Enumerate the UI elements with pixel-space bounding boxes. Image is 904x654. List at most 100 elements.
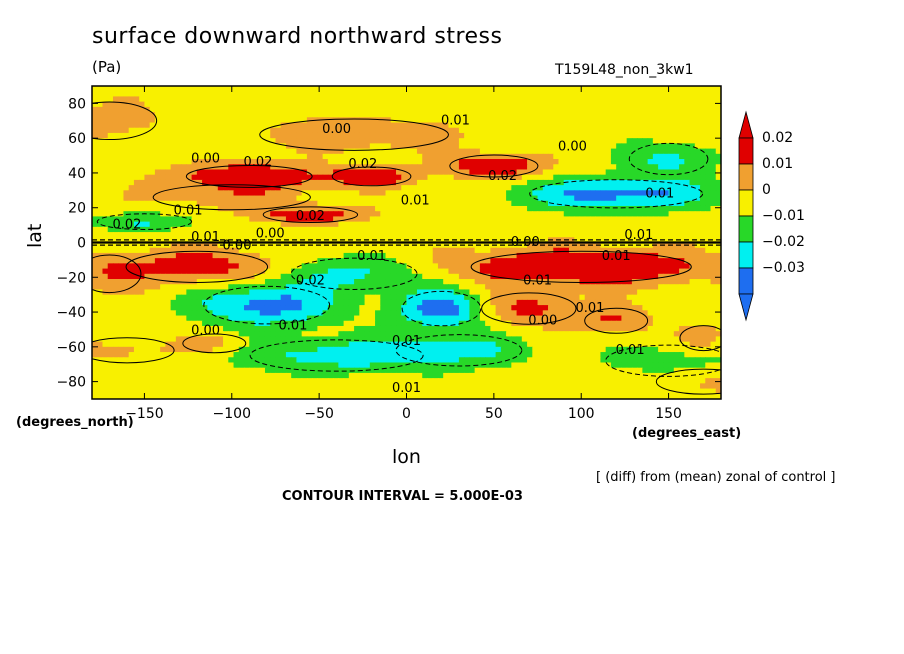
field-cell [443,294,450,301]
field-cell [390,258,397,264]
field-cell [626,205,633,212]
field-cell [485,148,491,155]
field-cell [270,164,277,171]
field-cell [280,153,287,160]
field-cell [684,101,691,108]
field-cell [458,174,465,181]
field-cell [621,112,628,118]
field-cell [469,117,476,124]
field-cell [448,138,455,144]
field-cell [422,195,429,202]
field-cell [652,252,659,259]
field-cell [684,263,691,270]
field-cell [228,86,235,92]
field-cell [92,232,98,238]
field-cell [542,237,549,244]
field-cell [317,221,324,228]
field-cell [322,106,329,113]
field-cell [102,299,109,306]
field-cell [348,96,355,103]
field-cell [437,247,444,254]
field-cell [563,174,570,181]
field-cell [369,169,376,176]
field-cell [437,195,444,202]
field-cell [642,117,649,124]
field-cell [354,294,360,301]
field-cell [112,86,119,92]
field-cell [133,101,140,108]
field-cell [301,226,308,233]
field-cell [359,268,366,275]
field-cell [574,200,581,207]
field-cell [453,138,460,144]
field-cell [160,148,166,155]
field-cell [359,143,366,150]
field-cell [427,247,434,254]
field-cell [233,247,240,254]
field-cell [631,96,638,103]
field-cell [369,226,376,233]
field-cell [432,86,439,92]
field-cell [637,221,643,228]
field-cell [637,200,643,207]
field-cell [212,200,219,207]
field-cell [553,289,560,296]
field-cell [548,169,554,176]
field-cell [458,138,465,144]
field-cell [563,211,570,218]
field-cell [133,273,140,280]
field-cell [694,185,701,191]
field-cell [118,153,125,160]
field-cell [312,273,318,280]
field-cell [689,221,696,228]
field-cell [500,174,507,181]
field-cell [416,96,423,103]
field-cell [616,200,623,207]
field-cell [537,122,544,129]
field-cell [385,299,392,306]
field-cell [658,127,664,134]
field-cell [196,101,203,108]
field-cell [616,174,623,181]
field-cell [584,200,591,207]
field-cell [196,143,203,150]
field-cell [406,127,413,134]
field-cell [175,117,182,124]
field-cell [396,205,402,212]
field-cell [532,216,539,223]
field-cell [568,200,575,207]
field-cell [259,284,266,291]
field-cell [139,174,146,181]
field-cell [390,200,397,207]
field-cell [631,117,638,124]
field-cell [568,237,575,244]
field-cell [558,289,565,296]
field-cell [254,226,261,233]
field-cell [548,205,554,212]
field-cell [500,268,507,275]
field-cell [133,179,140,186]
field-cell [348,258,355,264]
field-cell [212,258,219,264]
field-cell [705,101,712,108]
field-cell [327,258,334,264]
field-cell [616,127,623,134]
field-cell [144,86,151,92]
field-cell [511,127,518,134]
field-cell [705,91,712,98]
field-cell [139,284,146,291]
field-cell [663,122,670,129]
field-cell [631,237,638,244]
field-cell [102,96,109,103]
field-cell [196,273,203,280]
field-cell [338,159,345,165]
field-cell [658,179,664,186]
field-cell [102,195,109,202]
field-cell [453,143,460,150]
field-cell [244,205,250,212]
field-cell [642,247,649,254]
field-cell [595,159,602,165]
field-cell [616,112,623,118]
field-cell [715,205,721,212]
field-cell [464,117,470,124]
